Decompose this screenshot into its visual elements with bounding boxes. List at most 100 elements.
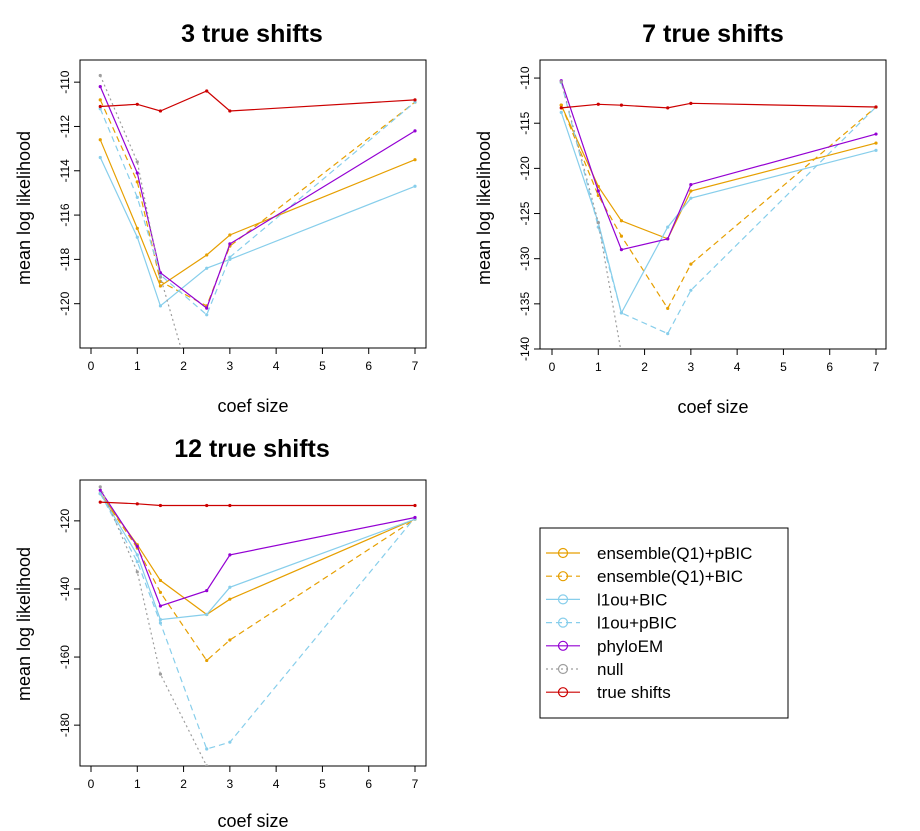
data-point-l1ou-pbic — [228, 740, 232, 744]
x-tick-label: 5 — [319, 359, 326, 373]
data-point-phyloem — [596, 189, 600, 193]
series-line-true-shifts — [561, 102, 877, 109]
x-tick-label: 2 — [180, 777, 187, 791]
data-point-null — [135, 570, 139, 574]
data-point-ensemble-q1-pbic — [228, 233, 232, 237]
x-tick-label: 7 — [412, 777, 419, 791]
legend-swatch-marker — [557, 617, 569, 628]
data-point-l1ou-bic — [135, 235, 139, 239]
data-point-phyloem — [205, 589, 209, 593]
chart-title: 3 true shifts — [181, 20, 323, 48]
data-point-ensemble-q1-bic — [689, 262, 693, 266]
legend: ensemble(Q1)+pBIC ensemble(Q1)+BIC l1ou+BI… — [539, 527, 789, 719]
data-point-ensemble-q1-bic — [135, 180, 139, 184]
series-line-l1ou-pbic — [99, 493, 416, 750]
legend-swatch-marker — [557, 687, 569, 698]
x-tick-label: 4 — [273, 777, 280, 791]
data-point-l1ou-pbic — [619, 311, 624, 315]
data-point-ensemble-q1-pbic — [874, 141, 878, 145]
plot-frame — [539, 59, 887, 350]
data-point-l1ou-pbic — [205, 313, 209, 317]
x-tick-label: 5 — [780, 360, 787, 374]
x-tick-label: 1 — [134, 777, 141, 791]
panel-12-true-shifts: 12 true shifts coef size mean log likeli… — [14, 435, 427, 831]
panel-3-true-shifts: 3 true shifts coef size mean log likelih… — [14, 20, 427, 416]
data-point-l1ou-pbic — [98, 492, 102, 496]
data-point-l1ou-bic — [228, 585, 232, 589]
y-tick-label: -120 — [58, 291, 72, 315]
data-point-true-shifts — [228, 109, 232, 113]
series-line-l1ou-bic — [99, 157, 416, 307]
x-tick-label: 7 — [873, 360, 880, 374]
data-point-true-shifts — [205, 503, 209, 508]
x-tick-label: 3 — [227, 359, 234, 373]
legend-label: null — [597, 660, 623, 679]
data-point-phyloem — [135, 171, 139, 175]
x-tick-label: 1 — [134, 359, 141, 373]
data-point-phyloem — [413, 129, 417, 133]
series-line-ensemble-q1-pbic — [560, 104, 877, 240]
series-line-l1ou-bic — [99, 493, 416, 621]
data-point-phyloem — [98, 84, 102, 89]
series-group — [98, 73, 417, 348]
data-point-ensemble-q1-pbic — [205, 253, 209, 257]
data-point-ensemble-q1-pbic — [158, 578, 163, 583]
x-tick-label: 2 — [641, 360, 648, 374]
legend-swatch-marker — [557, 571, 569, 582]
data-point-phyloem — [228, 242, 232, 246]
series-group — [98, 485, 417, 766]
x-tick-label: 0 — [549, 360, 556, 374]
data-point-ensemble-q1-bic — [559, 103, 563, 107]
series-line-ensemble-q1-bic — [560, 104, 877, 310]
panel-7-true-shifts: 7 true shifts coef size mean log likelih… — [474, 20, 887, 417]
data-point-ensemble-q1-pbic — [228, 597, 232, 601]
plot-frame — [79, 479, 427, 767]
y-tick-label: -160 — [58, 645, 72, 669]
data-point-l1ou-pbic — [666, 332, 670, 336]
data-point-true-shifts — [228, 503, 232, 508]
data-point-l1ou-bic — [205, 266, 209, 270]
x-axis-label: coef size — [217, 811, 288, 831]
data-point-l1ou-bic — [666, 225, 670, 229]
x-tick-label: 6 — [826, 360, 833, 374]
data-point-true-shifts — [874, 105, 878, 109]
data-point-null — [596, 220, 600, 225]
series-line-phyloem — [99, 489, 416, 607]
data-point-l1ou-bic — [413, 184, 417, 188]
series-line-phyloem — [99, 86, 416, 310]
data-point-ensemble-q1-bic — [228, 638, 232, 642]
legend-label: l1ou+BIC — [597, 590, 667, 609]
legend-swatch-marker — [557, 547, 569, 559]
y-tick-label: -140 — [518, 337, 532, 361]
x-axis-label: coef size — [677, 397, 748, 417]
series-line-null — [99, 75, 182, 348]
data-point-l1ou-pbic — [135, 195, 139, 199]
data-point-l1ou-bic — [135, 553, 139, 557]
data-point-ensemble-q1-bic — [205, 658, 209, 663]
series-line-ensemble-q1-pbic — [99, 493, 416, 616]
y-tick-label: -120 — [58, 509, 72, 533]
data-point-phyloem — [228, 553, 232, 557]
data-point-null — [620, 352, 623, 355]
data-point-l1ou-pbic — [205, 747, 209, 751]
series-line-true-shifts — [100, 90, 416, 112]
data-point-phyloem — [689, 183, 693, 187]
series-line-ensemble-q1-bic — [99, 493, 416, 662]
x-tick-label: 6 — [365, 359, 372, 373]
y-tick-label: -130 — [518, 246, 532, 270]
y-tick-label: -140 — [58, 577, 72, 601]
data-point-null — [98, 485, 102, 489]
data-point-null — [98, 73, 102, 78]
data-point-l1ou-bic — [559, 110, 563, 114]
series-group — [559, 79, 878, 355]
data-point-l1ou-bic — [689, 196, 693, 200]
y-tick-label: -118 — [58, 248, 72, 271]
data-point-true-shifts — [98, 104, 102, 109]
y-axis-label: mean log likelihood — [14, 547, 34, 701]
data-point-l1ou-bic — [158, 304, 163, 308]
legend-label: phyloEM — [597, 637, 663, 656]
data-point-ensemble-q1-bic — [596, 193, 600, 198]
legend-swatch-marker — [557, 663, 569, 675]
legend-label: ensemble(Q1)+pBIC — [597, 544, 752, 563]
